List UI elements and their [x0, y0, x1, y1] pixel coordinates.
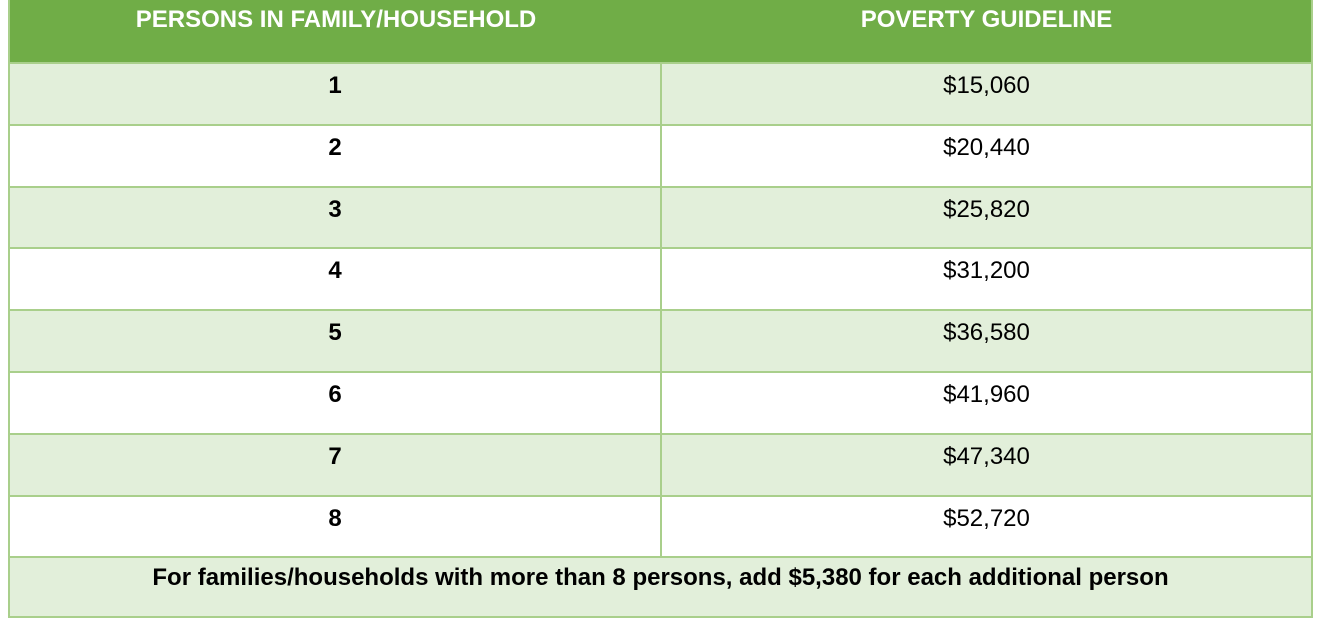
persons-cell: 3: [10, 188, 662, 247]
table-row: 2 $20,440: [10, 124, 1311, 186]
table-row: 1 $15,060: [10, 62, 1311, 124]
table-row: 6 $41,960: [10, 371, 1311, 433]
guideline-cell: $36,580: [943, 319, 1030, 346]
table-footnote: For families/households with more than 8…: [10, 556, 1311, 616]
guideline-cell: $31,200: [943, 257, 1030, 284]
guideline-cell: $47,340: [943, 443, 1030, 470]
persons-cell: 6: [10, 373, 662, 433]
table-row: 7 $47,340: [10, 433, 1311, 495]
persons-cell: 2: [10, 126, 662, 186]
table-row: 4 $31,200: [10, 247, 1311, 309]
table-row: 5 $36,580: [10, 309, 1311, 371]
table-row: 3 $25,820: [10, 186, 1311, 247]
table-header: PERSONS IN FAMILY/HOUSEHOLD POVERTY GUID…: [10, 0, 1311, 62]
guideline-cell: $25,820: [943, 196, 1030, 223]
persons-cell: 7: [10, 435, 662, 495]
persons-cell: 5: [10, 311, 662, 371]
table-row: 8 $52,720: [10, 495, 1311, 556]
guideline-cell: $15,060: [943, 72, 1030, 99]
guideline-cell: $52,720: [943, 505, 1030, 532]
persons-cell: 8: [10, 497, 662, 556]
header-guideline: POVERTY GUIDELINE: [860, 6, 1113, 33]
persons-cell: 1: [10, 64, 662, 124]
poverty-guideline-table: PERSONS IN FAMILY/HOUSEHOLD POVERTY GUID…: [8, 0, 1313, 618]
guideline-cell: $41,960: [943, 381, 1030, 408]
guideline-cell: $20,440: [943, 134, 1030, 161]
persons-cell: 4: [10, 249, 662, 309]
header-persons: PERSONS IN FAMILY/HOUSEHOLD: [135, 6, 537, 33]
